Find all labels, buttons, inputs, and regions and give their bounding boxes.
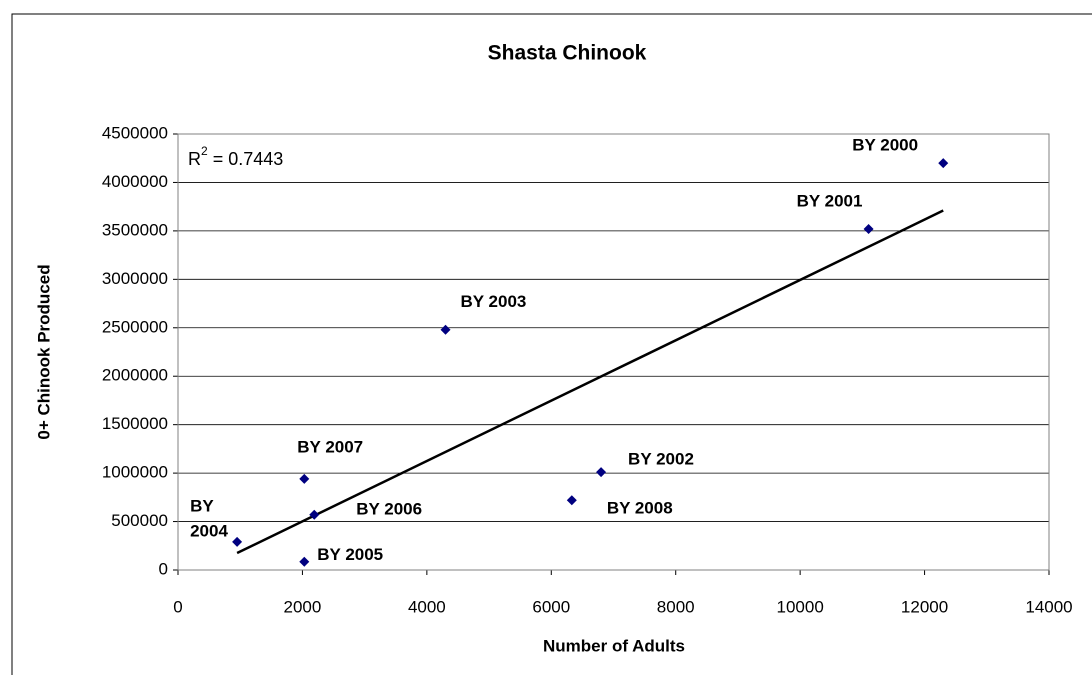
chart-title: Shasta Chinook xyxy=(488,42,647,65)
point xyxy=(440,324,451,335)
point-label: BY 2005 xyxy=(317,545,383,564)
point-label: BY 2008 xyxy=(607,499,673,518)
x-tick-label: 10000 xyxy=(777,597,824,616)
x-axis-label: Number of Adults xyxy=(543,636,685,655)
y-tick-label: 1500000 xyxy=(102,414,168,433)
x-tick-label: 0 xyxy=(173,597,182,616)
x-tick-label: 8000 xyxy=(657,597,695,616)
r-squared: R2 = 0.7443 xyxy=(188,144,283,169)
point-label: BY 2000 xyxy=(852,136,918,155)
y-tick-label: 3500000 xyxy=(102,220,168,239)
point xyxy=(863,223,874,234)
y-tick-label: 3000000 xyxy=(102,269,168,288)
point-label: BY 2001 xyxy=(797,191,863,210)
y-tick-label: 2500000 xyxy=(102,317,168,336)
x-tick-label: 6000 xyxy=(532,597,570,616)
point-label: BY xyxy=(190,496,214,515)
plot-area xyxy=(177,133,1050,571)
point-label: BY 2006 xyxy=(356,499,422,518)
y-tick-label: 1000000 xyxy=(102,463,168,482)
x-tick-label: 14000 xyxy=(1025,597,1072,616)
y-axis-label: 0+ Chinook Produced xyxy=(34,264,53,439)
x-tick-label: 12000 xyxy=(901,597,948,616)
x-tick-label: 4000 xyxy=(408,597,446,616)
chart-frame xyxy=(11,13,1092,675)
y-tick-label: 2000000 xyxy=(102,366,168,385)
x-tick-label: 2000 xyxy=(284,597,322,616)
point xyxy=(299,473,310,484)
y-tick-label: 4500000 xyxy=(102,123,168,142)
point xyxy=(596,467,607,478)
r-base: R xyxy=(188,149,201,169)
y-tick-label: 500000 xyxy=(111,511,168,530)
r-sup: 2 xyxy=(201,144,208,158)
point xyxy=(309,509,320,520)
y-tick-label: 0 xyxy=(159,559,168,578)
point xyxy=(566,495,577,506)
point-label: BY 2002 xyxy=(628,450,694,469)
point-label: BY 2007 xyxy=(297,437,363,456)
point xyxy=(299,556,310,567)
point-label: BY 2003 xyxy=(461,292,527,311)
y-tick-label: 4000000 xyxy=(102,172,168,191)
point-label: 2004 xyxy=(190,521,228,540)
point xyxy=(232,536,243,547)
trendline xyxy=(236,209,944,555)
r-text: = 0.7443 xyxy=(208,149,284,169)
point xyxy=(938,158,949,169)
